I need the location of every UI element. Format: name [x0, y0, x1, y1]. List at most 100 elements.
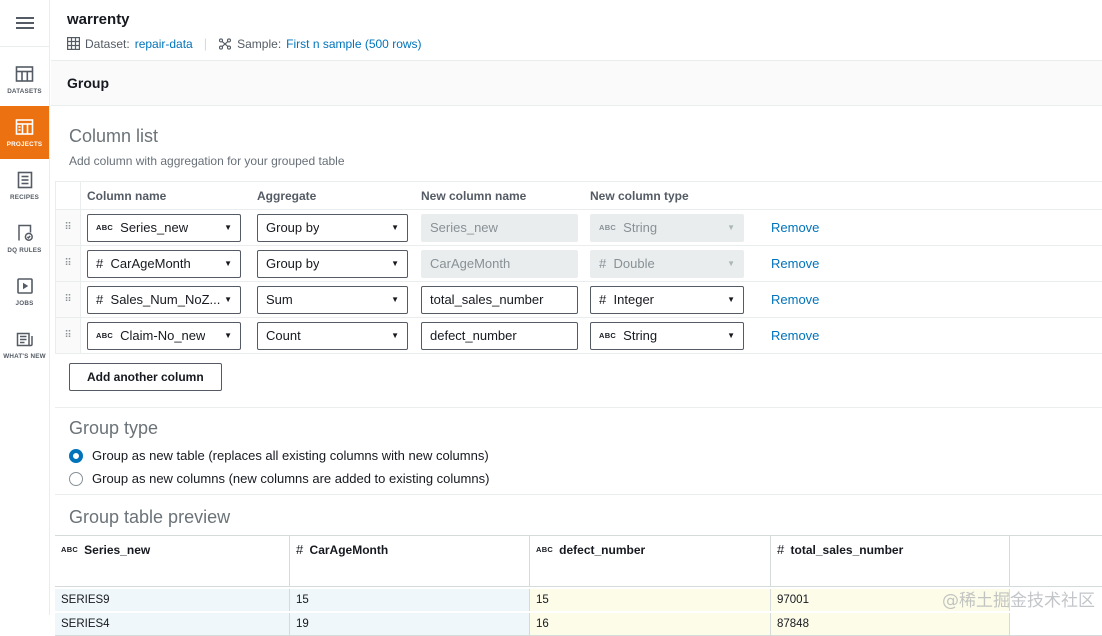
- recipes-icon: [17, 171, 32, 189]
- aggregate-select[interactable]: Group by ▼: [257, 249, 408, 278]
- column-name-select[interactable]: # CarAgeMonth ▼: [87, 249, 241, 278]
- select-value: String: [623, 328, 658, 343]
- remove-link[interactable]: Remove: [771, 255, 820, 271]
- group-type-option-new-table[interactable]: Group as new table (replaces all existin…: [69, 448, 1102, 463]
- preview-cell-empty: [1010, 613, 1102, 635]
- projects-icon: [15, 119, 34, 135]
- column-name-select[interactable]: # Sales_Num_NoZ... ▼: [87, 285, 241, 314]
- meta-divider: |: [203, 36, 208, 51]
- preview-col-header: ABC defect_number: [530, 536, 771, 586]
- sidebar-item-projects[interactable]: PROJECTS: [0, 106, 49, 159]
- new-column-name-input[interactable]: [421, 285, 578, 314]
- preview-cell: SERIES4: [55, 613, 290, 635]
- dataset-link[interactable]: repair-data: [134, 36, 193, 51]
- chevron-down-icon: ▼: [391, 259, 399, 268]
- sidebar-item-label: RECIPES: [9, 194, 40, 201]
- drag-handle-icon[interactable]: ⠿: [64, 293, 72, 305]
- sidebar-item-label: JOBS: [15, 300, 34, 307]
- col-header-aggregate: Aggregate: [257, 188, 317, 203]
- remove-link[interactable]: Remove: [771, 219, 820, 235]
- new-column-type-select: ABC String ▼: [590, 213, 744, 242]
- select-value: Claim-No_new: [120, 328, 206, 343]
- select-value: Count: [266, 328, 301, 343]
- sidebar-item-whats-new[interactable]: WHAT'S NEW: [0, 318, 49, 371]
- type-badge: ABC: [599, 331, 617, 340]
- select-value: String: [623, 220, 658, 235]
- column-row: ⠿ # CarAgeMonth ▼ Group by ▼ # Double ▼ Re…: [56, 246, 1102, 282]
- select-value: Series_new: [120, 220, 189, 235]
- column-name-select[interactable]: ABC Series_new ▼: [87, 213, 241, 242]
- chevron-down-icon: ▼: [391, 295, 399, 304]
- type-badge: ABC: [599, 223, 617, 232]
- sidebar-item-label: PROJECTS: [6, 141, 43, 148]
- preview-cell: 15: [530, 589, 771, 611]
- remove-link[interactable]: Remove: [771, 327, 820, 343]
- type-badge: #: [296, 542, 304, 557]
- column-list-subtitle: Add column with aggregation for your gro…: [69, 154, 345, 168]
- radio-selected-icon[interactable]: [69, 448, 83, 463]
- sidebar-item-jobs[interactable]: JOBS: [0, 265, 49, 318]
- sidebar-item-label: DATASETS: [7, 88, 42, 95]
- chevron-down-icon: ▼: [224, 331, 232, 340]
- new-column-name-input: [421, 249, 578, 278]
- type-badge: #: [777, 542, 785, 557]
- type-badge: #: [96, 292, 104, 307]
- add-another-column-button[interactable]: Add another column: [69, 363, 222, 391]
- chevron-down-icon: ▼: [224, 295, 232, 304]
- radio-unselected-icon[interactable]: [69, 471, 83, 486]
- preview-cell-empty: [1010, 589, 1102, 611]
- chevron-down-icon: ▼: [727, 223, 735, 232]
- drag-handle-icon[interactable]: ⠿: [64, 329, 72, 341]
- panel-title: Group: [51, 60, 1102, 106]
- new-column-type-select[interactable]: ABC String ▼: [590, 321, 744, 350]
- sidebar-item-label: DQ RULES: [7, 247, 42, 254]
- preview-cell: 15: [290, 589, 530, 611]
- preview-col-header: # CarAgeMonth: [290, 536, 530, 586]
- sample-link[interactable]: First n sample (500 rows): [286, 36, 422, 51]
- select-value: Sales_Num_NoZ...: [110, 292, 221, 307]
- type-badge: #: [599, 292, 607, 307]
- sidebar-item-recipes[interactable]: RECIPES: [0, 159, 49, 212]
- type-badge: ABC: [96, 331, 114, 340]
- group-type-option-new-columns[interactable]: Group as new columns (new columns are ad…: [69, 471, 1102, 486]
- sidebar-item-datasets[interactable]: DATASETS: [0, 53, 49, 106]
- preview-col-header: ABC Series_new: [55, 536, 290, 586]
- aggregate-select[interactable]: Count ▼: [257, 321, 408, 350]
- preview-col-header-empty: [1010, 536, 1102, 586]
- col-header-new-column-name: New column name: [421, 188, 527, 203]
- type-badge: ABC: [96, 223, 114, 232]
- select-value: Double: [613, 256, 655, 271]
- column-name-select[interactable]: ABC Claim-No_new ▼: [87, 321, 241, 350]
- preview-col-name: total_sales_number: [790, 543, 904, 557]
- preview-cell: SERIES9: [55, 589, 290, 611]
- preview-cell: 97001: [771, 589, 1010, 611]
- drag-handle-icon[interactable]: ⠿: [64, 257, 72, 269]
- hamburger-menu-button[interactable]: [0, 0, 49, 47]
- drag-handle-icon[interactable]: ⠿: [64, 221, 72, 233]
- group-type-heading: Group type: [69, 418, 159, 438]
- radio-label: Group as new table (replaces all existin…: [92, 448, 489, 463]
- sample-icon: [219, 37, 232, 50]
- section-divider: [55, 407, 1102, 408]
- chevron-down-icon: ▼: [727, 331, 735, 340]
- col-header-column-name: Column name: [87, 188, 167, 203]
- select-value: Sum: [266, 292, 293, 307]
- preview-row: SERIES4 19 16 87848: [55, 613, 1102, 635]
- aggregate-select[interactable]: Sum ▼: [257, 285, 408, 314]
- remove-link[interactable]: Remove: [771, 291, 820, 307]
- datasets-icon: [15, 66, 34, 82]
- new-column-type-select[interactable]: # Integer ▼: [590, 285, 744, 314]
- preview-col-name: Series_new: [84, 543, 151, 557]
- new-column-name-input: [421, 213, 578, 242]
- select-value: Group by: [266, 256, 320, 271]
- page-title: warrenty: [67, 11, 130, 28]
- new-column-name-input[interactable]: [421, 321, 578, 350]
- dq-rules-icon: [17, 224, 33, 241]
- preview-col-header: # total_sales_number: [771, 536, 1010, 586]
- sidebar-item-dq-rules[interactable]: DQ RULES: [0, 212, 49, 265]
- aggregate-select[interactable]: Group by ▼: [257, 213, 408, 242]
- new-column-type-select: # Double ▼: [590, 249, 744, 278]
- dataset-label: Dataset:: [85, 36, 130, 51]
- column-list-table: Column name Aggregate New column name Ne…: [55, 181, 1102, 354]
- select-value: CarAgeMonth: [110, 256, 191, 271]
